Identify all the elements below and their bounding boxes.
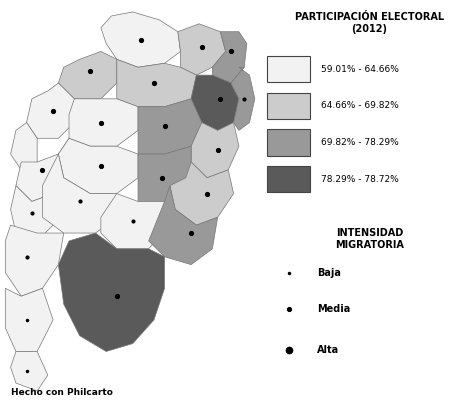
Polygon shape	[191, 123, 239, 178]
Text: Baja: Baja	[317, 268, 341, 278]
Bar	[267, 56, 310, 82]
Polygon shape	[212, 32, 247, 83]
Polygon shape	[5, 288, 53, 352]
Polygon shape	[10, 186, 53, 241]
Polygon shape	[27, 83, 74, 138]
Text: 59.01% - 64.66%: 59.01% - 64.66%	[321, 65, 399, 74]
Polygon shape	[69, 99, 138, 146]
Bar	[267, 166, 310, 192]
Text: PARTICIPACIÓN ELECTORAL
(2012): PARTICIPACIÓN ELECTORAL (2012)	[295, 12, 444, 34]
Polygon shape	[43, 154, 117, 233]
Polygon shape	[101, 12, 181, 67]
Text: INTENSIDAD
MIGRATORIA: INTENSIDAD MIGRATORIA	[335, 228, 404, 249]
Polygon shape	[58, 233, 164, 352]
Text: Media: Media	[317, 304, 350, 314]
Polygon shape	[149, 186, 218, 265]
Polygon shape	[58, 51, 117, 99]
Polygon shape	[138, 146, 191, 201]
Bar	[267, 129, 310, 155]
Polygon shape	[178, 24, 226, 75]
Polygon shape	[191, 75, 239, 130]
Polygon shape	[10, 352, 48, 391]
Bar	[267, 93, 310, 119]
Polygon shape	[231, 67, 255, 130]
Text: 64.66% - 69.82%: 64.66% - 69.82%	[321, 101, 399, 110]
Polygon shape	[16, 138, 69, 201]
Text: 69.82% - 78.29%: 69.82% - 78.29%	[321, 138, 399, 147]
Polygon shape	[138, 99, 202, 154]
Polygon shape	[170, 162, 234, 225]
Polygon shape	[58, 138, 138, 194]
Polygon shape	[101, 194, 170, 249]
Text: Hecho con Philcarto: Hecho con Philcarto	[10, 388, 112, 397]
Polygon shape	[10, 123, 37, 170]
Text: Alta: Alta	[317, 345, 339, 355]
Text: 78.29% - 78.72%: 78.29% - 78.72%	[321, 175, 399, 184]
Polygon shape	[5, 225, 64, 296]
Polygon shape	[117, 59, 196, 107]
